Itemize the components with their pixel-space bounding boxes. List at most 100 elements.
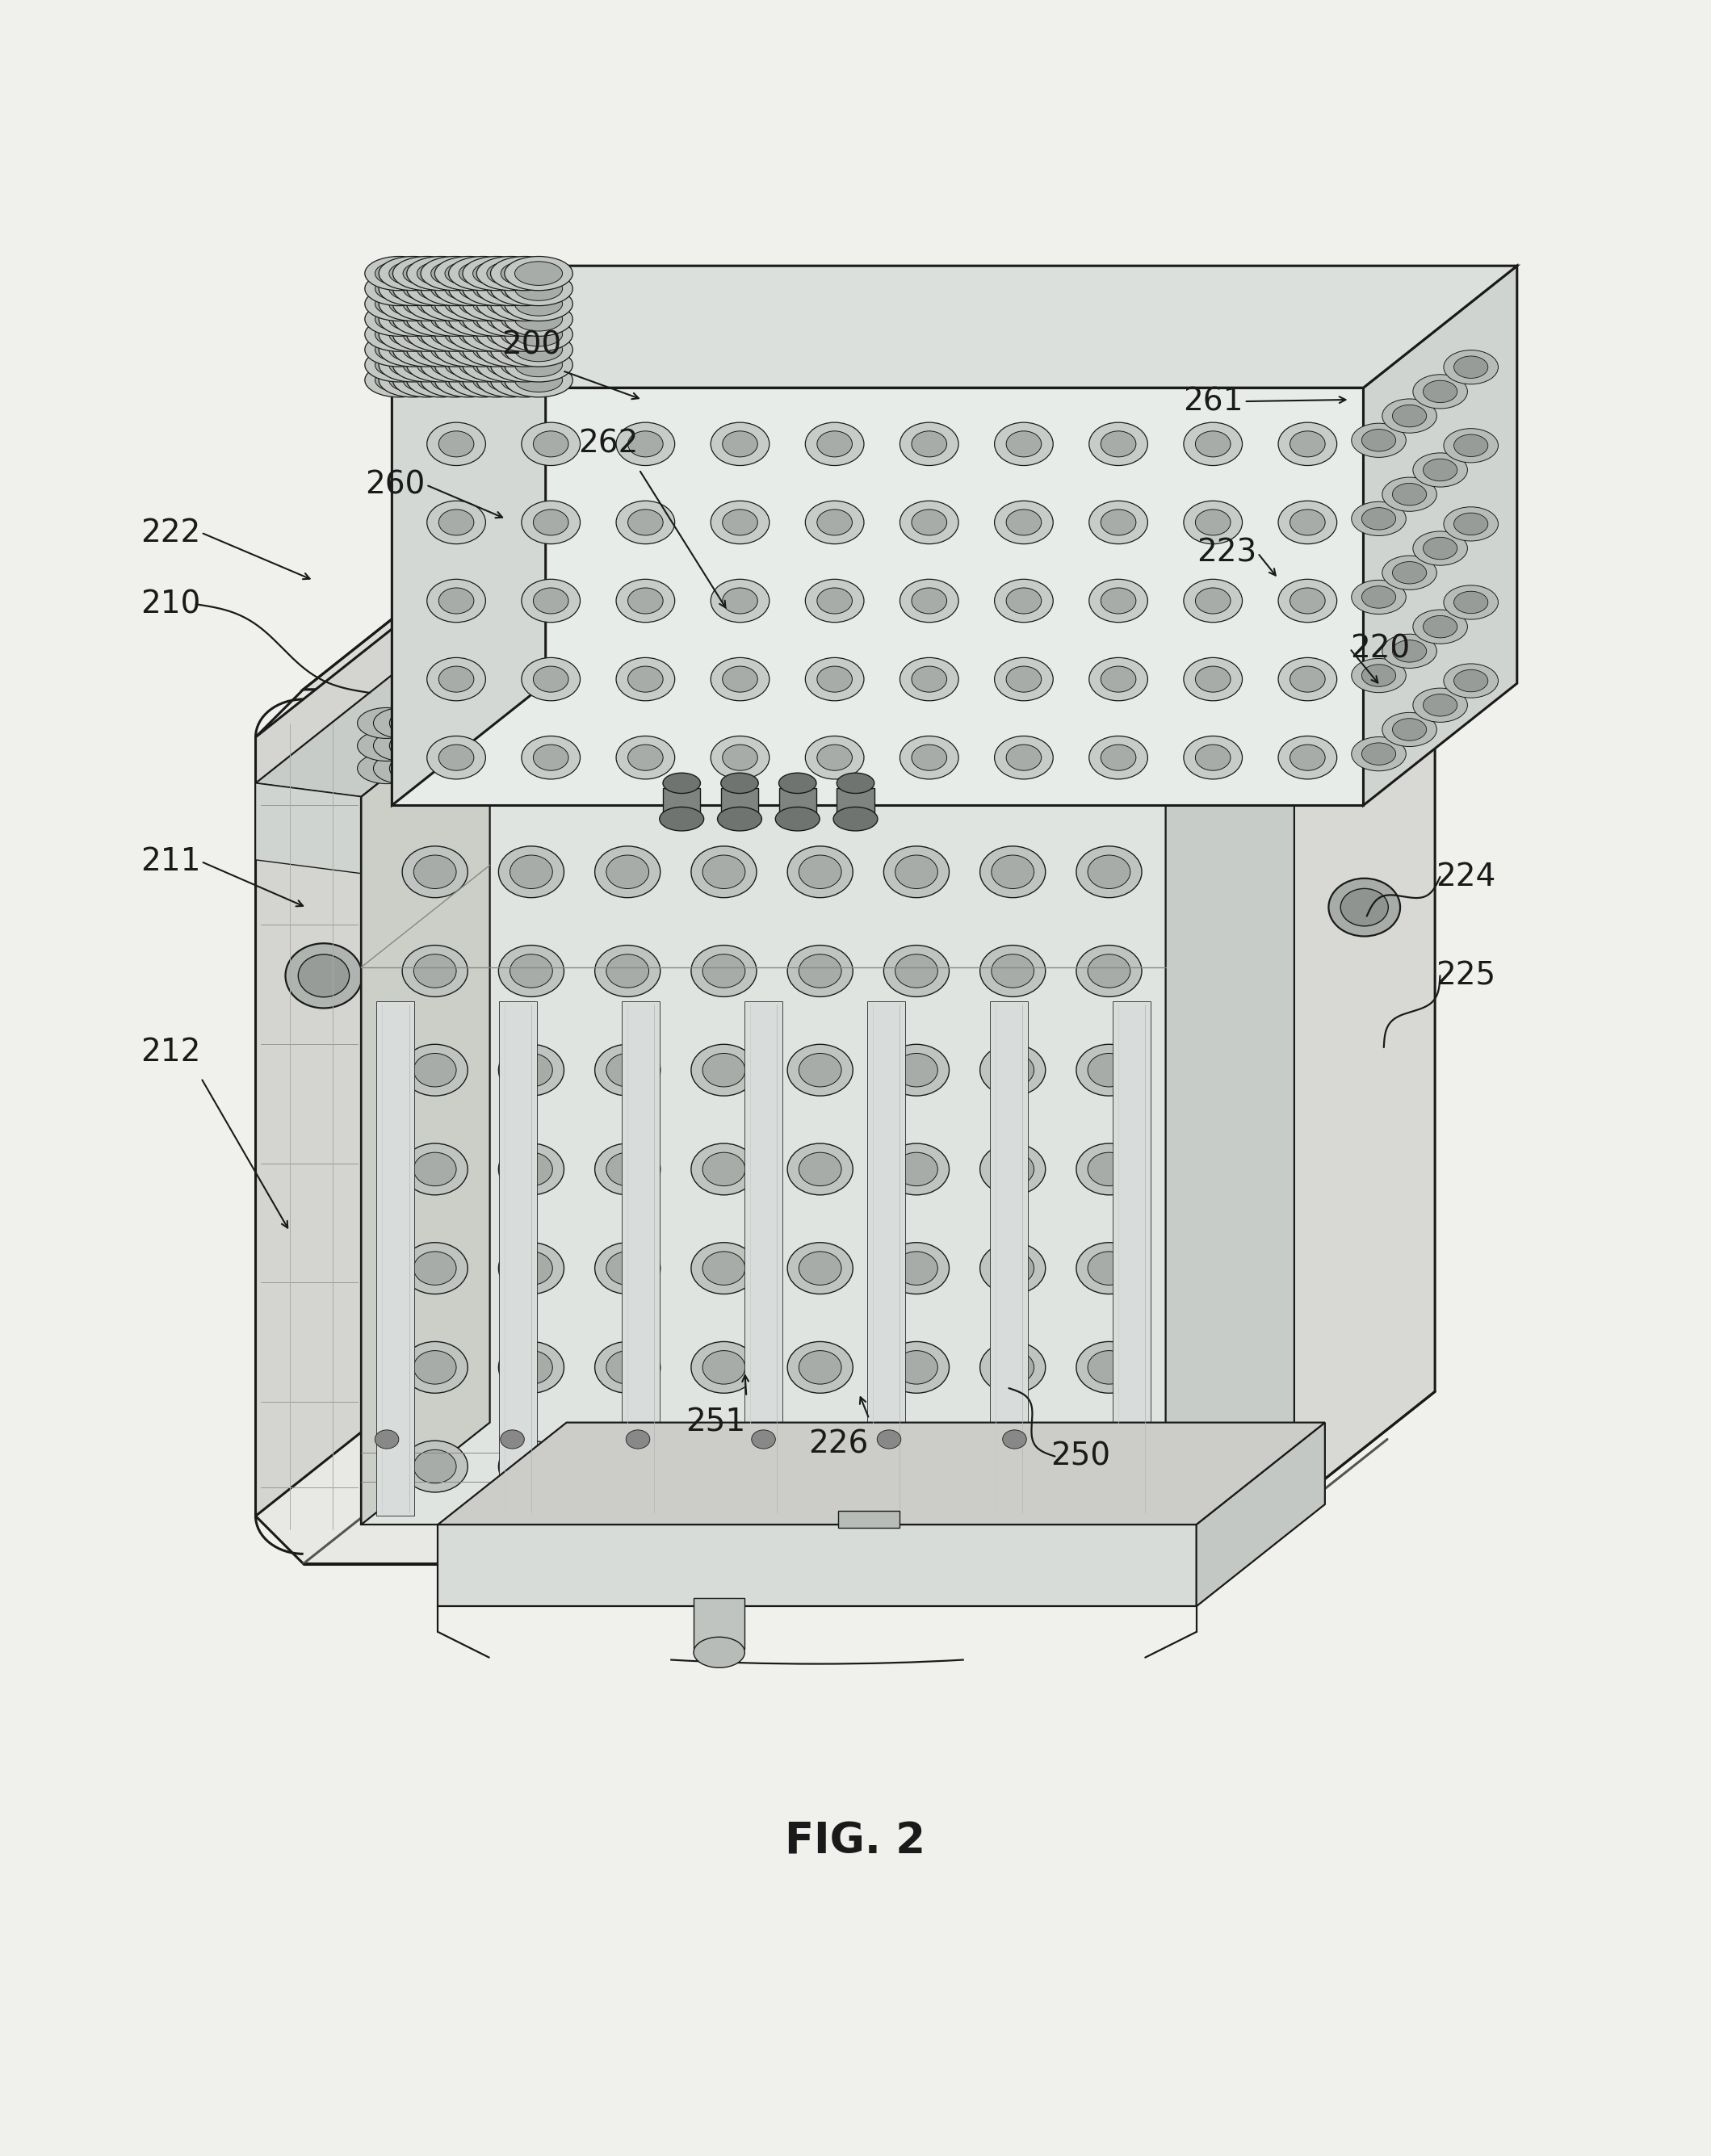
Ellipse shape: [298, 955, 349, 996]
Text: 226: 226: [808, 1429, 869, 1460]
Ellipse shape: [1352, 658, 1406, 692]
Polygon shape: [255, 783, 361, 873]
Ellipse shape: [787, 1440, 852, 1492]
Ellipse shape: [491, 332, 559, 367]
Ellipse shape: [806, 423, 864, 466]
Ellipse shape: [1184, 580, 1242, 623]
Ellipse shape: [491, 362, 559, 397]
Ellipse shape: [631, 748, 698, 776]
Ellipse shape: [950, 724, 1015, 752]
Ellipse shape: [394, 272, 460, 306]
Ellipse shape: [1362, 429, 1396, 451]
Polygon shape: [1364, 265, 1518, 806]
Ellipse shape: [595, 1242, 660, 1294]
Ellipse shape: [1290, 744, 1324, 770]
Ellipse shape: [606, 1449, 648, 1483]
Ellipse shape: [459, 261, 506, 285]
Ellipse shape: [402, 944, 467, 996]
Ellipse shape: [438, 744, 474, 770]
Ellipse shape: [1382, 556, 1437, 591]
Ellipse shape: [448, 317, 517, 351]
Ellipse shape: [787, 944, 852, 996]
Ellipse shape: [477, 317, 544, 351]
Ellipse shape: [505, 317, 573, 351]
Ellipse shape: [1454, 436, 1489, 457]
Ellipse shape: [1088, 1153, 1131, 1186]
Ellipse shape: [459, 369, 506, 392]
Ellipse shape: [536, 748, 601, 776]
Text: 222: 222: [140, 517, 200, 548]
Ellipse shape: [505, 272, 573, 306]
Ellipse shape: [459, 291, 506, 315]
Ellipse shape: [1444, 664, 1499, 699]
Text: FIG. 2: FIG. 2: [785, 1820, 926, 1863]
Ellipse shape: [462, 317, 530, 351]
Ellipse shape: [448, 332, 517, 367]
Ellipse shape: [501, 306, 549, 332]
Ellipse shape: [703, 1250, 744, 1285]
Ellipse shape: [435, 287, 503, 321]
Ellipse shape: [505, 347, 573, 382]
Ellipse shape: [1003, 1429, 1027, 1449]
Ellipse shape: [378, 287, 447, 321]
Ellipse shape: [438, 589, 474, 614]
Ellipse shape: [883, 1440, 950, 1492]
Ellipse shape: [467, 724, 534, 752]
Ellipse shape: [994, 735, 1052, 778]
Ellipse shape: [1076, 944, 1141, 996]
Ellipse shape: [375, 369, 423, 392]
Ellipse shape: [806, 735, 864, 778]
Ellipse shape: [1413, 688, 1468, 722]
Ellipse shape: [626, 1429, 650, 1449]
Ellipse shape: [488, 354, 534, 377]
Ellipse shape: [1006, 431, 1042, 457]
Ellipse shape: [421, 362, 489, 397]
Ellipse shape: [388, 276, 436, 300]
Ellipse shape: [710, 500, 770, 543]
Ellipse shape: [1006, 509, 1042, 535]
Ellipse shape: [421, 287, 489, 321]
Ellipse shape: [912, 431, 946, 457]
Polygon shape: [867, 1000, 905, 1516]
Ellipse shape: [435, 332, 503, 367]
Ellipse shape: [431, 369, 479, 392]
Ellipse shape: [378, 317, 447, 351]
Ellipse shape: [534, 666, 568, 692]
Ellipse shape: [895, 856, 938, 888]
Ellipse shape: [722, 431, 758, 457]
Ellipse shape: [477, 362, 544, 397]
Ellipse shape: [1424, 537, 1458, 558]
Ellipse shape: [406, 731, 464, 761]
Ellipse shape: [980, 1242, 1045, 1294]
Ellipse shape: [606, 1153, 648, 1186]
Ellipse shape: [488, 369, 534, 392]
Ellipse shape: [787, 1341, 852, 1393]
Ellipse shape: [407, 302, 476, 336]
Ellipse shape: [912, 666, 946, 692]
Ellipse shape: [364, 332, 433, 367]
Ellipse shape: [1196, 744, 1230, 770]
Ellipse shape: [440, 748, 505, 776]
Polygon shape: [1165, 694, 1294, 1524]
Ellipse shape: [421, 302, 489, 336]
Ellipse shape: [895, 1054, 938, 1087]
Ellipse shape: [1090, 500, 1148, 543]
Ellipse shape: [900, 735, 958, 778]
Ellipse shape: [510, 1449, 553, 1483]
Ellipse shape: [431, 338, 479, 362]
Text: 250: 250: [1051, 1440, 1110, 1473]
Ellipse shape: [472, 369, 520, 392]
Ellipse shape: [1075, 703, 1140, 731]
Ellipse shape: [1352, 423, 1406, 457]
Ellipse shape: [510, 1350, 553, 1384]
Ellipse shape: [498, 944, 565, 996]
Ellipse shape: [428, 580, 486, 623]
Ellipse shape: [438, 431, 474, 457]
Ellipse shape: [980, 1044, 1045, 1095]
Ellipse shape: [515, 338, 563, 362]
Ellipse shape: [1085, 770, 1150, 798]
Ellipse shape: [1382, 711, 1437, 746]
Ellipse shape: [477, 302, 544, 336]
Ellipse shape: [1362, 507, 1396, 530]
Ellipse shape: [980, 1143, 1045, 1194]
